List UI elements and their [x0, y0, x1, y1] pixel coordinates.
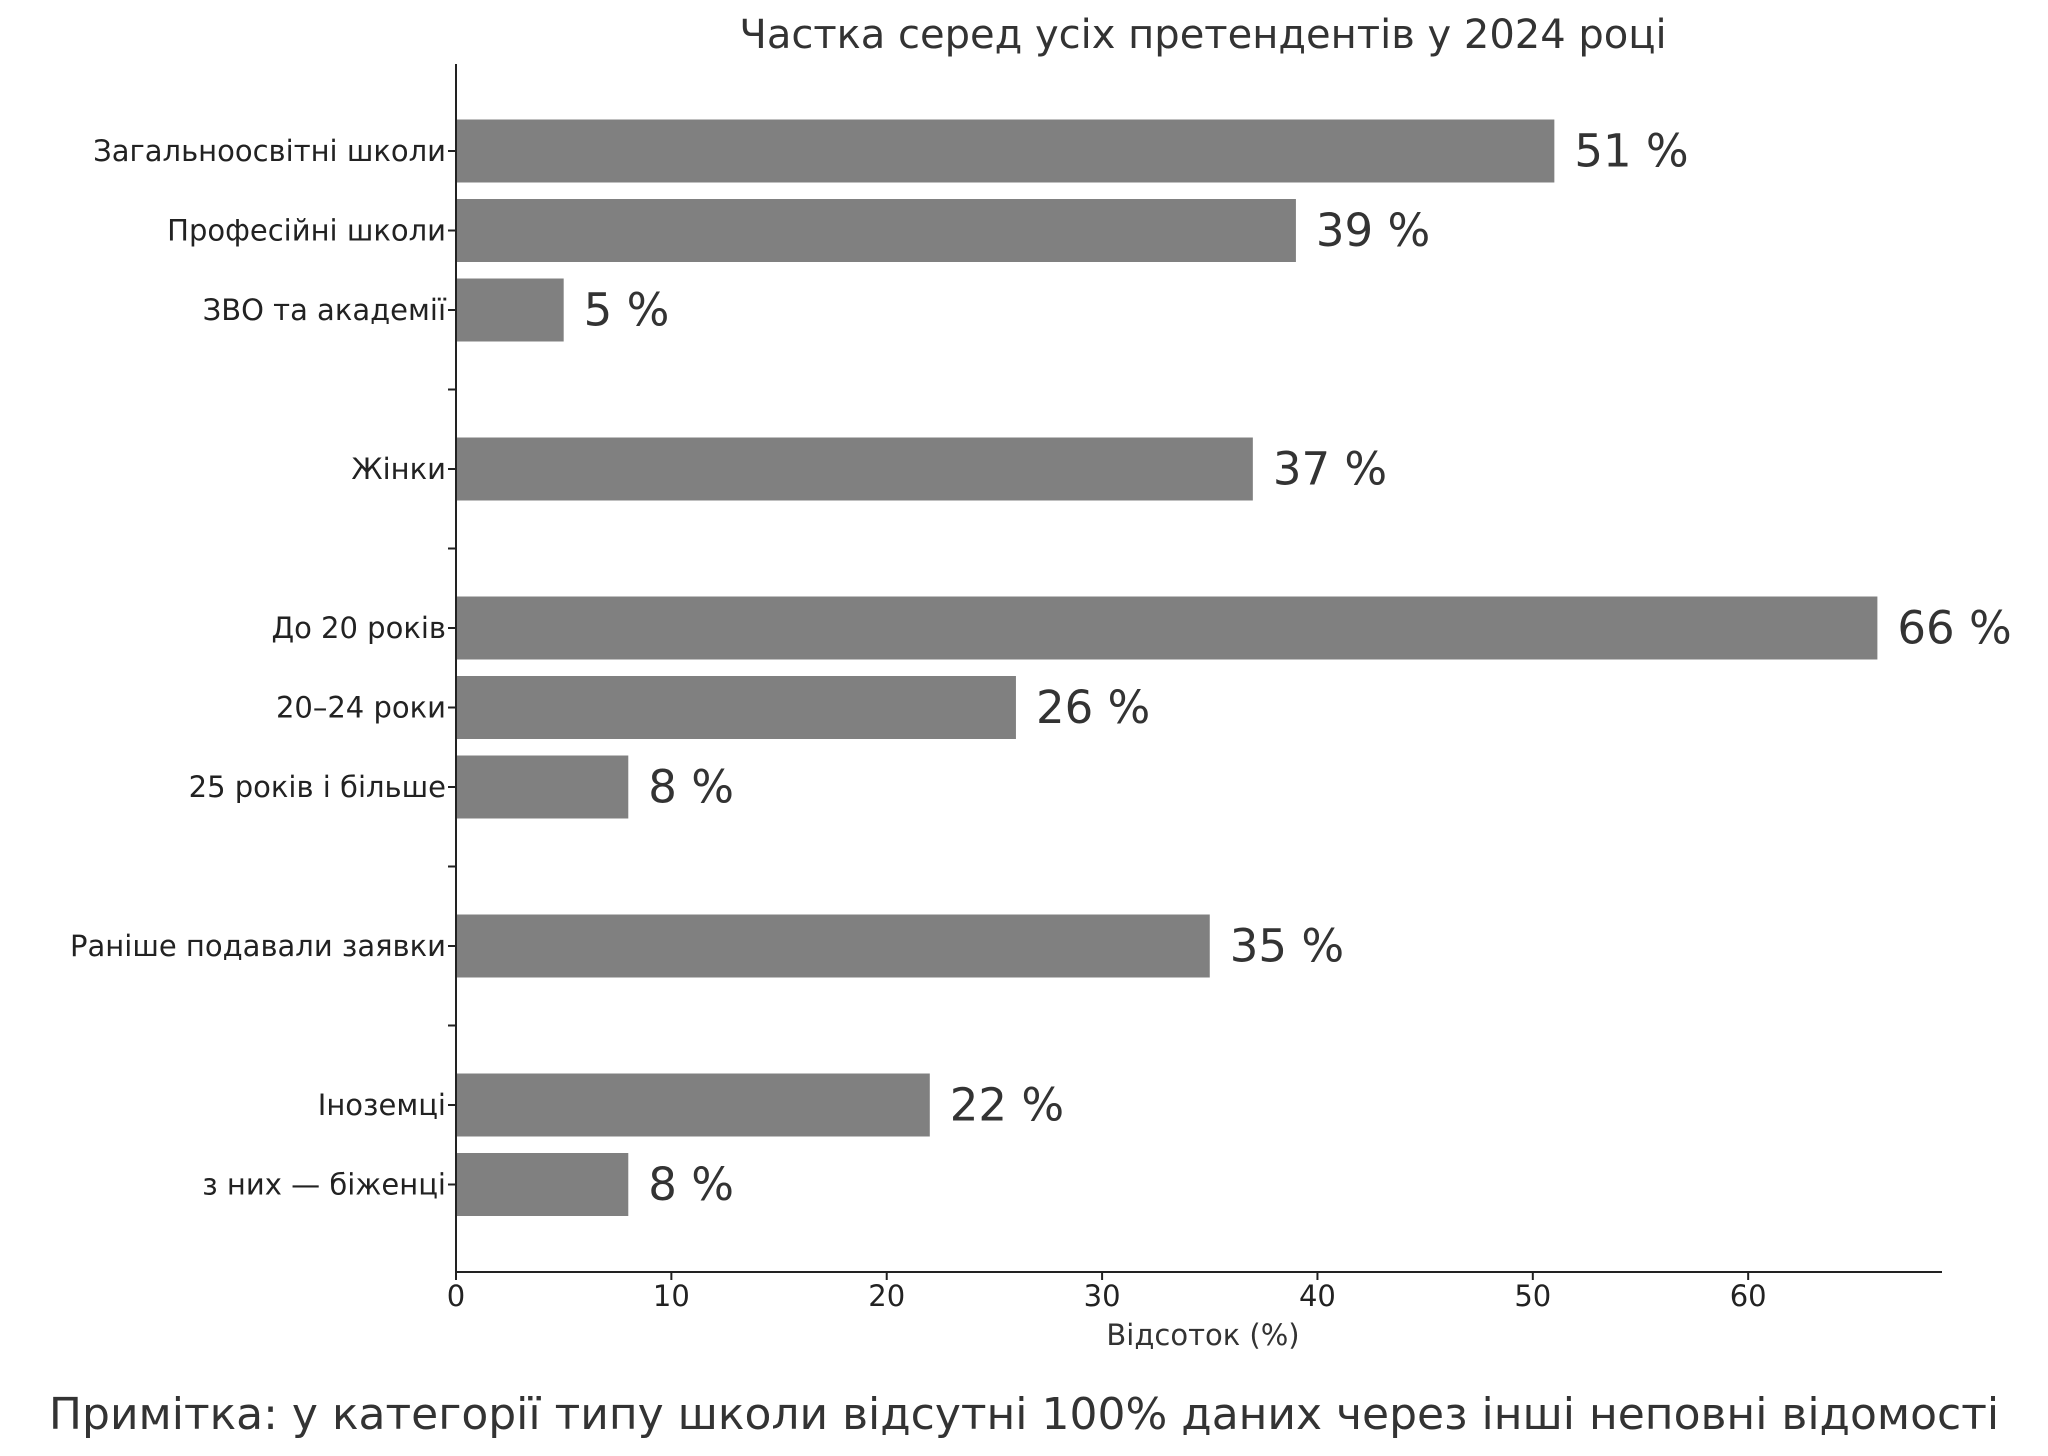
x-axis-label: Відсоток (%) — [1106, 1318, 1299, 1352]
bar — [456, 1073, 930, 1137]
bar — [456, 1153, 629, 1216]
y-tick-label: Раніше подавали заявки — [70, 929, 446, 963]
bar — [456, 437, 1253, 501]
x-tick-label: 50 — [1514, 1279, 1551, 1313]
data-label: 35 % — [1230, 920, 1344, 973]
y-tick-label: Жінки — [351, 452, 446, 486]
data-label: 8 % — [648, 1158, 734, 1211]
x-tick-label: 30 — [1084, 1279, 1121, 1313]
data-label: 39 % — [1316, 204, 1430, 257]
bar — [456, 278, 564, 342]
bar — [456, 755, 629, 819]
chart-title: Частка серед усіх претендентів у 2024 ро… — [739, 12, 1666, 58]
data-label: 37 % — [1273, 443, 1387, 496]
bar — [456, 596, 1878, 660]
data-label: 8 % — [648, 761, 734, 814]
y-tick-label: 20–24 роки — [276, 691, 446, 725]
bar — [456, 914, 1210, 978]
x-tick-label: 0 — [447, 1279, 465, 1313]
bar — [456, 119, 1555, 183]
y-tick-label: ЗВО та академії — [203, 293, 447, 327]
data-label: 26 % — [1036, 681, 1150, 734]
y-tick-label: Іноземці — [318, 1088, 446, 1122]
footnote: Примітка: у категорії типу школи відсутн… — [48, 1389, 2000, 1440]
data-label: 66 % — [1897, 602, 2011, 655]
data-label: 5 % — [584, 284, 670, 337]
data-label: 22 % — [950, 1079, 1064, 1132]
plot-area: Загальноосвітні школи 51 % Професійні школ… — [70, 64, 2012, 1313]
y-tick-label: Загальноосвітні школи — [93, 134, 446, 168]
y-tick-label: з них — біженці — [202, 1168, 446, 1202]
x-tick-label: 20 — [868, 1279, 905, 1313]
x-tick-label: 60 — [1730, 1279, 1767, 1313]
y-tick-label: Професійні школи — [167, 214, 446, 248]
bar — [456, 676, 1016, 739]
bar — [456, 199, 1296, 262]
x-tick-label: 10 — [653, 1279, 690, 1313]
y-tick-label: 25 років і більше — [189, 770, 446, 804]
x-tick-label: 40 — [1299, 1279, 1336, 1313]
y-tick-label: До 20 років — [271, 611, 446, 645]
data-label: 51 % — [1574, 125, 1688, 178]
